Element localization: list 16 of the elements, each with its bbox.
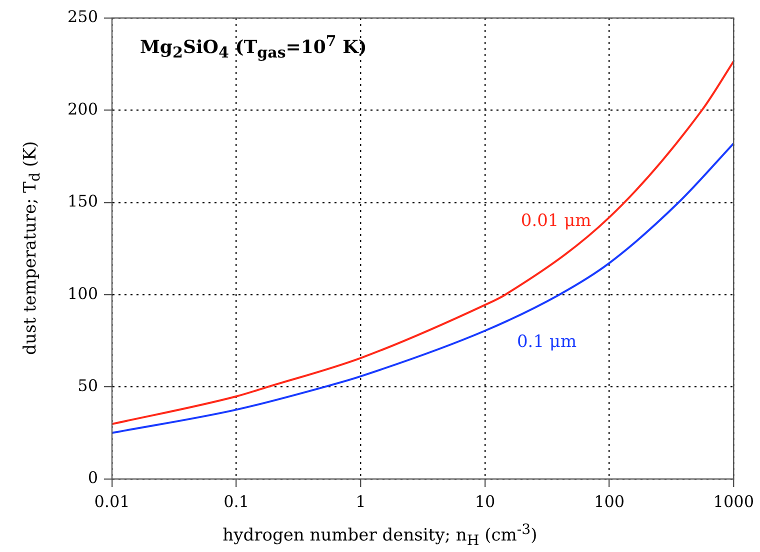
y-tick-label: 150 bbox=[67, 192, 98, 211]
x-tick-label: 1 bbox=[356, 492, 366, 511]
x-tick-label: 0.1 bbox=[224, 492, 250, 511]
x-axis-title: hydrogen number density; n$_{H}$ (cm$^{-3}$) bbox=[222, 522, 538, 550]
series-label: 0.1 μm bbox=[516, 332, 577, 352]
y-tick-label: 100 bbox=[67, 284, 98, 303]
x-tick-label: 100 bbox=[594, 492, 625, 511]
y-tick-label: 200 bbox=[67, 99, 98, 118]
y-tick-label: 250 bbox=[67, 7, 98, 26]
x-tick-label: 1000 bbox=[713, 492, 754, 511]
x-tick-label: 0.01 bbox=[94, 492, 130, 511]
x-tick-label: 10 bbox=[474, 492, 496, 511]
series-label: 0.01 μm bbox=[520, 210, 592, 231]
y-tick-label: 50 bbox=[78, 376, 98, 395]
y-tick-label: 0 bbox=[88, 468, 98, 488]
chart-title: Mg$_{2}$SiO$_{4}$ (T$_{gas}$=10$^{7}$ K) bbox=[140, 32, 367, 62]
